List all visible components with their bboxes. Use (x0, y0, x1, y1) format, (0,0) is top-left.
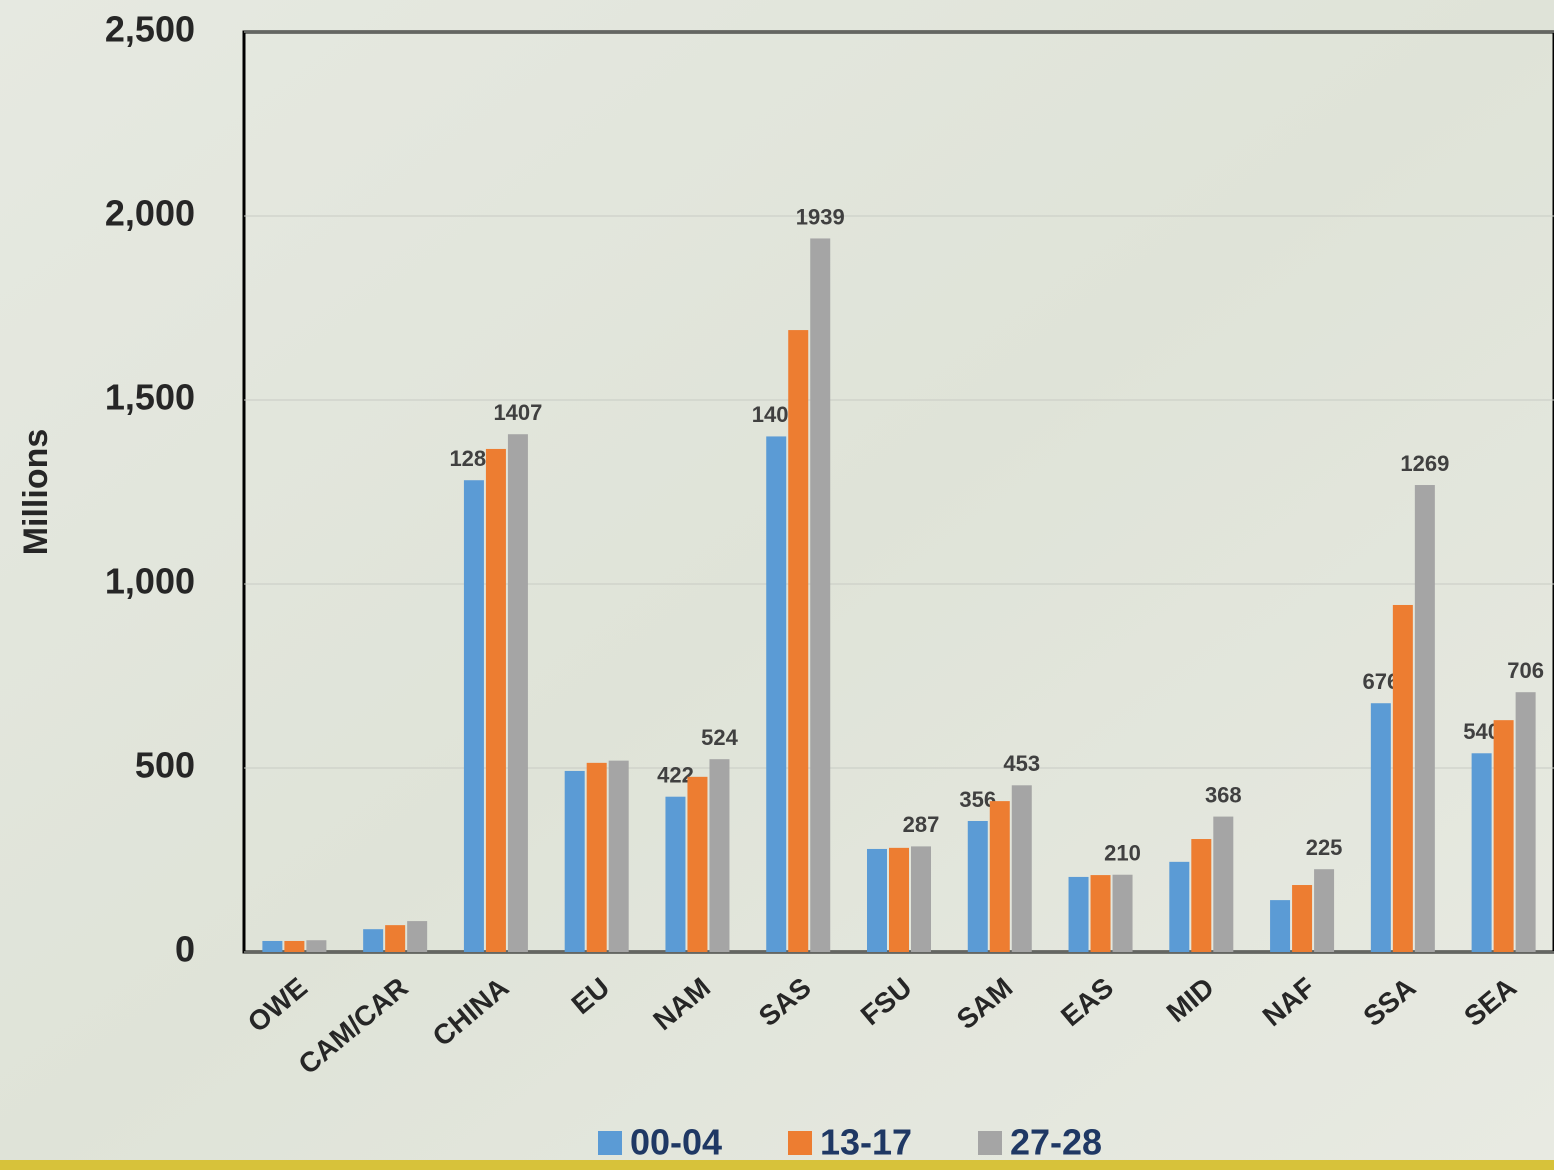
legend-swatch (978, 1131, 1002, 1155)
bar (1515, 692, 1536, 952)
bottom-strip (0, 1160, 1554, 1170)
value-label: 210 (1104, 841, 1141, 866)
bar (608, 760, 629, 952)
bar (989, 801, 1010, 952)
bar (1090, 875, 1111, 952)
value-label: 368 (1205, 782, 1242, 807)
bar (1169, 861, 1190, 952)
value-label: 1939 (796, 204, 845, 229)
legend-swatch (788, 1131, 812, 1155)
bar (1011, 785, 1032, 952)
bar (665, 796, 686, 952)
bar (1392, 604, 1413, 952)
bar (407, 921, 428, 952)
bar (1213, 816, 1234, 952)
legend-label: 13-17 (820, 1122, 912, 1163)
bar (788, 330, 809, 953)
bar (911, 846, 931, 952)
bar (1414, 485, 1435, 952)
value-label: 1407 (493, 400, 542, 425)
bar (810, 238, 831, 952)
bar (564, 770, 585, 952)
bar (1471, 753, 1492, 952)
bar (507, 434, 528, 952)
bar (1292, 885, 1313, 952)
bar (1068, 876, 1089, 952)
bar (1493, 720, 1514, 952)
bar (709, 759, 730, 952)
bar (1370, 703, 1391, 952)
y-axis-label: Millions (17, 429, 55, 556)
bar (967, 820, 988, 952)
bar (889, 847, 909, 952)
value-label: 1269 (1400, 451, 1449, 476)
y-tick-label: 2,000 (105, 193, 195, 234)
y-tick-label: 1,000 (105, 561, 195, 602)
bar (586, 762, 607, 952)
bar (867, 848, 887, 952)
bar (1314, 869, 1335, 952)
y-tick-label: 0 (175, 929, 195, 970)
bar (463, 480, 484, 952)
bar (485, 448, 506, 952)
bar (262, 940, 283, 952)
legend-swatch (598, 1131, 622, 1155)
value-label: 524 (701, 725, 738, 750)
bar (284, 940, 305, 952)
value-label: 706 (1507, 658, 1544, 683)
bar (687, 776, 708, 952)
value-label: 453 (1003, 751, 1040, 776)
value-label: 225 (1306, 835, 1343, 860)
legend-label: 00-04 (630, 1122, 722, 1163)
bar (1191, 839, 1212, 952)
value-label: 287 (903, 812, 940, 837)
bar (306, 940, 327, 952)
bar (385, 925, 406, 952)
y-tick-label: 2,500 (105, 9, 195, 50)
legend-label: 27-28 (1010, 1122, 1102, 1163)
bar (1270, 900, 1291, 952)
bar (1112, 874, 1133, 952)
y-tick-label: 500 (135, 745, 195, 786)
y-tick-label: 1,500 (105, 377, 195, 418)
bar (363, 929, 384, 952)
bar (766, 436, 787, 952)
